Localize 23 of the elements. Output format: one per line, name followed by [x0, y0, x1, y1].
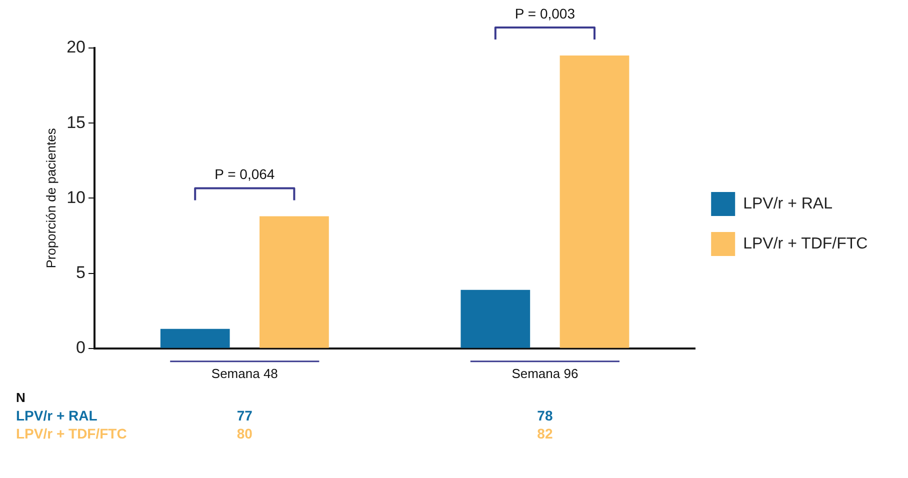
y-tick-label: 20 — [66, 38, 86, 57]
bar — [260, 216, 329, 348]
text: 82 — [537, 425, 553, 442]
y-axis-title: Proporción de pacientes — [43, 128, 58, 268]
x-tick-label: Semana 96 — [512, 366, 578, 381]
text: LPV/r + RAL — [16, 407, 98, 424]
y-tick-label: 5 — [76, 262, 86, 282]
legend-label: LPV/r + RAL — [743, 195, 833, 212]
text: N — [16, 390, 26, 405]
x-tick-label: Semana 48 — [211, 366, 278, 381]
y-tick-label: 10 — [66, 188, 86, 207]
bar — [560, 56, 630, 348]
legend-label: LPV/r + TDF/FTC — [743, 235, 868, 252]
annotation: P = 0,064 — [214, 166, 275, 182]
bar — [460, 290, 530, 348]
text: 77 — [236, 407, 253, 424]
y-tick-label: 15 — [66, 112, 86, 132]
y-tick-label: 0 — [76, 338, 86, 358]
bar — [160, 328, 230, 348]
text: 80 — [236, 425, 253, 442]
text: LPV/r + TDF/FTC — [16, 425, 127, 442]
text: P = 0,003 — [514, 5, 576, 22]
text: 78 — [537, 407, 553, 424]
